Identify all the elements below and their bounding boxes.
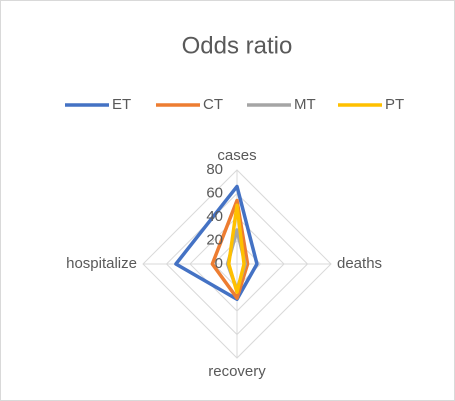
tick-label: 20 (206, 231, 223, 248)
legend-label: PT (385, 96, 404, 113)
legend-label: CT (203, 96, 223, 113)
tick-label: 40 (206, 208, 223, 225)
category-label: deaths (337, 255, 382, 272)
tick-label: 60 (206, 184, 223, 201)
tick-label: 80 (206, 161, 223, 178)
series-line (210, 198, 250, 300)
category-label: cases (217, 147, 256, 164)
legend-label: ET (112, 96, 131, 113)
category-label: hospitalize (66, 255, 137, 272)
tick-label: 0 (215, 255, 223, 272)
legend-label: MT (294, 96, 316, 113)
series-line (227, 203, 246, 294)
category-label: recovery (208, 363, 266, 380)
chart-title: Odds ratio (182, 32, 293, 59)
